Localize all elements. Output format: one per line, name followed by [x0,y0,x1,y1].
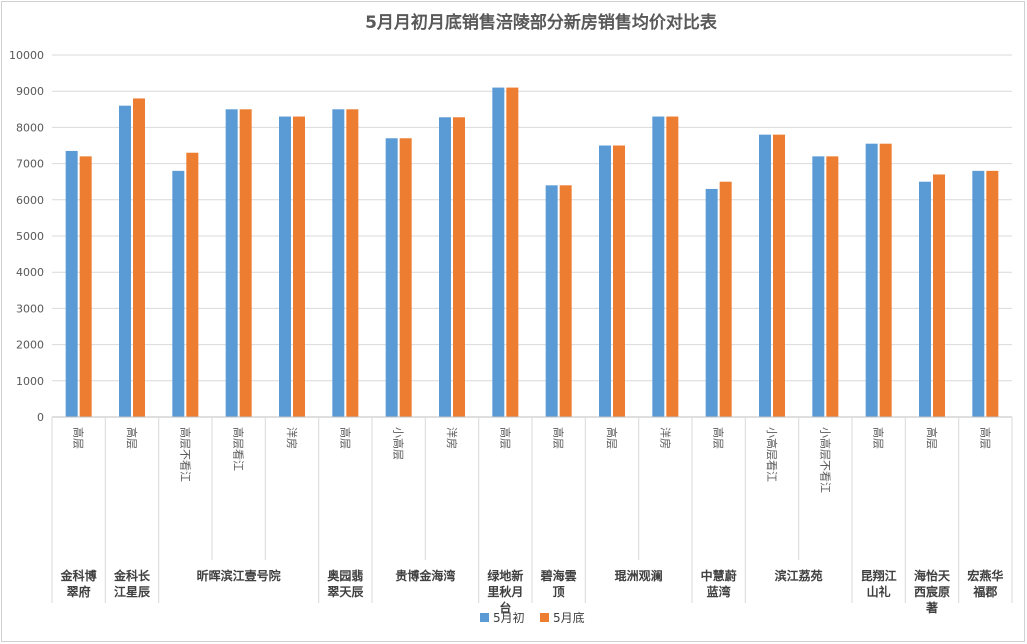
y-tick-label: 2000 [16,339,44,352]
bar-end-may [879,143,892,417]
gridlines [52,54,1012,418]
bar-early-may [972,170,985,417]
bar-early-may [705,188,718,417]
y-tick-label: 0 [37,411,44,424]
group-label: 绿地新里秋月台 [487,568,523,615]
category-label: 高层不看江 [178,427,192,482]
bar-end-may [453,117,465,417]
bar-end-may [613,145,625,417]
legend-label: 5月初 [493,611,525,625]
category-label: 小高层 [392,427,406,460]
bar-early-may [439,117,451,417]
group-label: 宏燕华福郡 [967,568,1003,599]
bar-end-may [826,156,839,418]
y-axis: 0 1000 2000 3000 4000 5000 6000 7000 8000 9000 100… [9,49,44,424]
bar-end-may [346,109,359,418]
y-tick-label: 1000 [16,375,44,388]
bar-early-may [759,134,771,417]
bar-early-may [599,145,611,417]
y-tick-label: 5000 [16,230,44,243]
category-label: 洋房 [658,427,672,449]
group-label: 碧海雲顶 [540,568,577,599]
group-label: 琨洲观澜 [615,569,663,583]
category-label: 高层 [925,427,939,449]
legend-label: 5月底 [553,610,585,625]
bar-end-may [559,185,572,417]
bar-early-may [279,116,291,417]
group-label: 金科长江星辰 [113,568,151,599]
bar-early-may [225,109,238,418]
category-label: 高层 [552,427,566,449]
bar-early-may [545,185,558,417]
legend: 5月初 5月底 [480,610,585,625]
bar-early-may [865,143,878,417]
y-tick-label: 7000 [16,158,44,171]
bar-early-may [119,105,131,418]
bar-end-may [239,109,252,418]
bar-end-may [986,170,999,417]
bar-end-may [399,138,412,417]
group-label: 奥园翡翠天辰 [327,568,363,599]
category-label: 高层看江 [232,427,246,471]
category-label: 高层 [498,427,512,449]
bar-early-may [385,138,398,417]
bar-early-may [812,156,825,418]
category-label: 小高层看江 [765,427,779,482]
bar-early-may [652,116,665,417]
bar-end-may [506,87,519,417]
group-label: 昕晖滨江壹号院 [197,568,281,583]
category-label: 洋房 [445,427,459,449]
bar-end-may [666,116,679,417]
group-label: 金科博翠府 [60,568,97,599]
legend-swatch [480,613,489,622]
bar-end-may [133,98,145,417]
group-label: 昆翔江山礼 [861,568,897,599]
bar-early-may [332,109,345,418]
category-label: 高层 [125,427,139,449]
bars [65,87,999,418]
chart-title: 5月月初月底销售涪陵部分新房销售均价对比表 [365,12,718,33]
bar-early-may [65,150,78,417]
category-label: 小高层不看江 [818,427,832,493]
category-label: 高层 [605,427,619,449]
y-tick-label: 10000 [9,49,44,62]
y-tick-label: 8000 [16,121,44,134]
bar-early-may [172,170,185,417]
legend-swatch [540,613,549,622]
group-label: 中慧蔚蓝湾 [701,568,737,599]
bar-early-may [492,87,505,417]
x-axis: 高层 高层 高层不看江 高层看江 洋房 高层 小高层 洋房 高层 高层 高层 洋房 高层 小高层看江 小高层… [51,416,1013,615]
category-label: 洋房 [285,427,299,449]
bar-end-may [293,116,305,417]
category-label: 高层 [338,427,352,449]
y-tick-label: 6000 [16,194,44,207]
bar-end-may [719,181,732,417]
y-tick-label: 4000 [16,266,44,279]
bar-end-may [933,174,945,417]
y-tick-label: 9000 [16,85,44,98]
category-label: 高层 [72,427,86,449]
category-label: 高层 [872,427,886,449]
category-label: 高层 [712,427,726,449]
bar-end-may [79,156,92,418]
bar-end-may [773,134,785,417]
y-tick-label: 3000 [16,302,44,315]
bar-end-may [186,152,199,418]
bar-early-may [919,181,931,417]
group-label: 贵博金海湾 [395,568,455,583]
group-label: 海怡天西宸原著 [914,568,951,615]
category-label: 高层 [978,427,992,449]
group-label: 滨江荔苑 [775,568,823,583]
